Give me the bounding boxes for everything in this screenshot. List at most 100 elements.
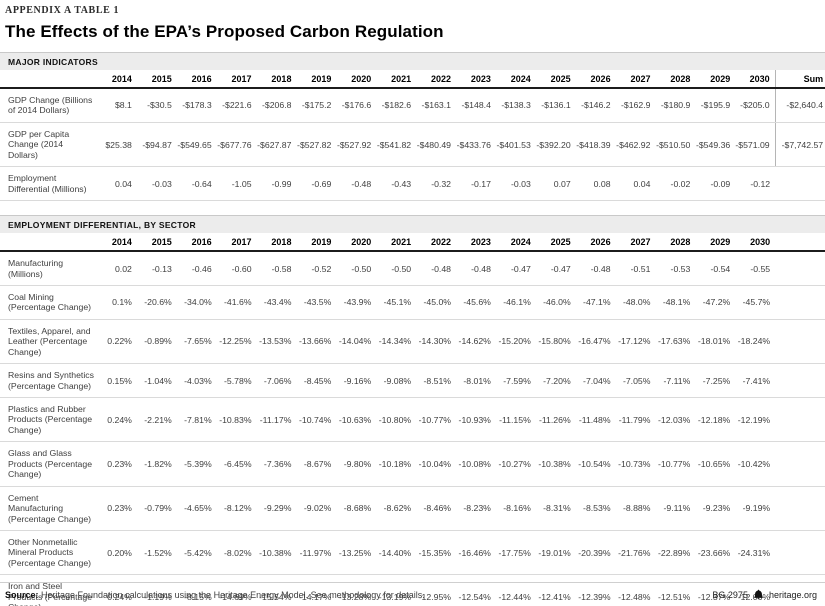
data-cell: -12.54% [456, 574, 496, 606]
data-cell: -41.6% [216, 285, 257, 320]
data-cell: -8.88% [615, 486, 656, 531]
data-cell: 0.15% [97, 363, 137, 398]
data-cell: -$178.3 [176, 88, 217, 123]
data-cell: -12.39% [575, 574, 616, 606]
data-cell: -9.19% [735, 486, 776, 531]
data-cell: -$175.2 [296, 88, 337, 123]
row-label: Plastics and Rubber Products (Percentage… [0, 397, 97, 443]
data-cell: 0.24% [97, 574, 137, 606]
data-cell: -10.73% [615, 441, 656, 487]
table-row: Employment Differential (Millions) 0.04 -0… [0, 166, 825, 202]
doc-id: BG 2975 [712, 589, 748, 600]
page-footer: Source: Heritage Foundation calculations… [0, 582, 825, 600]
data-cell: -0.48 [575, 251, 616, 286]
sum-cell [775, 486, 825, 531]
data-cell: -14.34% [376, 319, 417, 365]
year-header: 2028 [655, 70, 696, 89]
data-cell: -0.48 [416, 251, 457, 286]
year-header: 2021 [376, 233, 417, 253]
row-label: GDP per Capita Change (2014 Dollars) [0, 122, 97, 168]
year-header: 2026 [575, 233, 616, 253]
data-cell: -10.63% [336, 397, 377, 443]
data-cell: -10.08% [456, 441, 496, 487]
year-header: 2019 [296, 70, 337, 89]
data-cell: 0.23% [97, 441, 137, 487]
data-cell: -43.9% [336, 285, 377, 320]
data-cell: -2.21% [136, 397, 177, 443]
data-cell: -12.25% [216, 319, 257, 365]
site-link[interactable]: heritage.org [768, 589, 817, 600]
row-label: Cement Manufacturing (Percentage Change) [0, 486, 97, 531]
row-label: Employment Differential (Millions) [0, 166, 97, 202]
data-cell: 0.04 [97, 166, 137, 202]
table-row: Manufacturing (Millions) 0.02 -0.13 -0.46 -0… [0, 251, 825, 286]
data-cell: -8.02% [216, 530, 257, 576]
data-cell: -9.16% [336, 363, 377, 398]
year-header: 2021 [376, 70, 417, 89]
data-cell: -0.32 [416, 166, 457, 202]
page-title: The Effects of the EPA’s Proposed Carbon… [5, 22, 444, 41]
data-cell: -17.63% [655, 319, 696, 365]
data-cell: -7.20% [535, 363, 576, 398]
sum-header: Sum [774, 70, 825, 89]
data-cell: 0.23% [97, 486, 137, 531]
year-header: 2017 [216, 70, 257, 89]
data-cell: -12.44% [495, 574, 536, 606]
data-cell: -$221.6 [216, 88, 257, 123]
sum-cell: -$2,640.4 [774, 88, 825, 123]
data-cell: -13.28% [336, 574, 377, 606]
data-cell: -14.40% [376, 530, 417, 576]
data-cell: -34.0% [176, 285, 217, 320]
year-header: 2023 [456, 70, 496, 89]
data-cell: -11.15% [495, 397, 536, 443]
year-header: 2027 [615, 70, 656, 89]
sum-cell [775, 251, 825, 286]
data-cell: -47.1% [575, 285, 616, 320]
table-row: Glass and Glass Products (Percentage Cha… [0, 441, 825, 487]
data-cell: -10.38% [535, 441, 576, 487]
data-cell: -7.11% [655, 363, 696, 398]
data-cell: -0.55 [735, 251, 776, 286]
data-cell: -11.26% [535, 397, 576, 443]
data-cell: -43.5% [296, 285, 337, 320]
data-cell: -0.13 [136, 251, 177, 286]
year-header: 2026 [575, 70, 616, 89]
data-cell: 0.22% [97, 319, 137, 365]
year-header: 2028 [655, 233, 696, 253]
data-cell: 0.24% [97, 397, 137, 443]
year-header: 2029 [695, 70, 736, 89]
row-label: Resins and Synthetics (Percentage Change… [0, 363, 97, 398]
data-cell: -11.79% [615, 397, 656, 443]
data-cell: -13.66% [296, 319, 337, 365]
data-cell: -8.46% [416, 486, 457, 531]
data-cell: -8.67% [296, 441, 337, 487]
data-cell: -45.7% [735, 285, 776, 320]
data-cell: -$571.09 [735, 122, 776, 168]
year-header: 2025 [535, 233, 576, 253]
data-cell: -0.58 [256, 251, 297, 286]
data-cell: -16.47% [575, 319, 616, 365]
data-cell: -10.74% [296, 397, 337, 443]
table-row: Plastics and Rubber Products (Percentage… [0, 397, 825, 443]
data-cell: -11.17% [256, 397, 297, 443]
year-header: 2016 [176, 233, 217, 253]
data-cell: -10.18% [376, 441, 417, 487]
data-cell: -45.6% [456, 285, 496, 320]
data-cell: -48.0% [615, 285, 656, 320]
data-cell: -14.69% [216, 574, 257, 606]
data-cell: -8.68% [336, 486, 377, 531]
data-cell: -12.18% [695, 397, 736, 443]
table-row: Other Nonmetallic Mineral Products (Perc… [0, 530, 825, 576]
data-cell: -9.11% [655, 486, 696, 531]
row-label: GDP Change (Billions of 2014 Dollars) [0, 88, 97, 123]
data-cell: -$176.6 [336, 88, 377, 123]
data-cell: -7.65% [176, 319, 217, 365]
data-cell: -12.03% [655, 397, 696, 443]
data-cell: -0.53 [655, 251, 696, 286]
data-cell: -$146.2 [575, 88, 616, 123]
data-cell: -10.77% [416, 397, 457, 443]
data-cell: -8.45% [296, 363, 337, 398]
sum-cell [775, 363, 825, 398]
data-cell: -12.19% [735, 397, 776, 443]
data-cell: -$527.82 [296, 122, 337, 168]
